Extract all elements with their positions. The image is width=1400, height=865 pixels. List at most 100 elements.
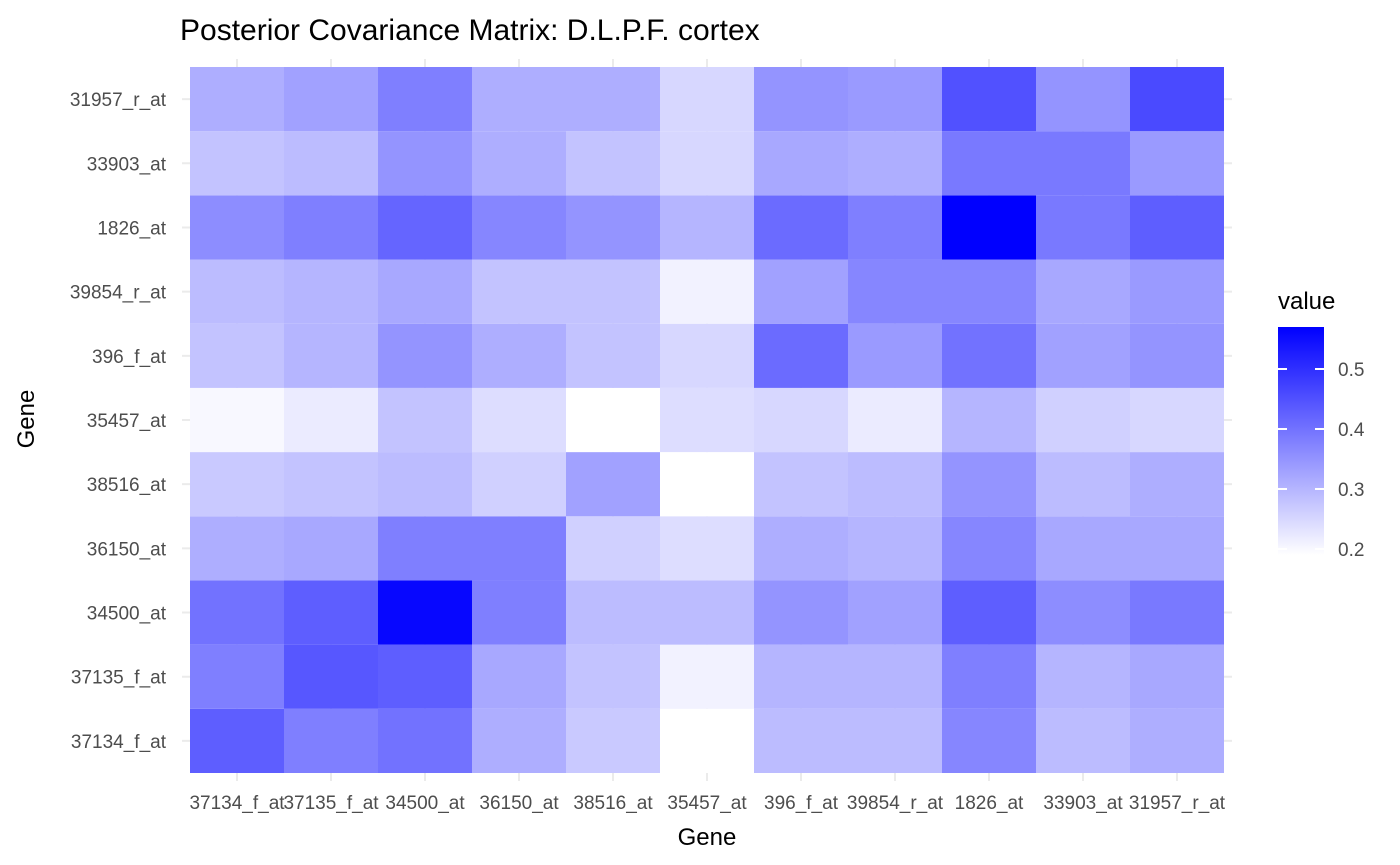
legend-tick-label: 0.3: [1338, 480, 1364, 501]
heatmap-cell: [660, 580, 754, 645]
heatmap-cell: [378, 452, 472, 517]
heatmap-cell: [848, 67, 942, 132]
heatmap-cell: [942, 67, 1036, 132]
legend-tick-label: 0.2: [1338, 540, 1364, 561]
heatmap-cell: [284, 259, 378, 324]
x-tick-label: 37135_f_at: [283, 793, 379, 814]
y-tick-label: 34500_at: [87, 604, 167, 625]
heatmap-cell: [754, 452, 848, 517]
heatmap-cell: [190, 708, 284, 773]
heatmap-cell: [566, 452, 660, 517]
heatmap-cell: [378, 516, 472, 581]
heatmap-cell: [190, 644, 284, 709]
heatmap-cell: [660, 323, 754, 388]
y-tick-label: 33903_at: [87, 154, 167, 175]
y-tick-label: 39854_r_at: [70, 283, 167, 304]
heatmap-cell: [1130, 259, 1224, 324]
heatmap-cell: [284, 516, 378, 581]
x-tick-label: 39854_r_at: [847, 793, 944, 814]
heatmap-cell: [472, 452, 566, 517]
heatmap-cell: [660, 644, 754, 709]
heatmap-cell: [378, 323, 472, 388]
heatmap-cell: [472, 323, 566, 388]
heatmap-cell: [566, 323, 660, 388]
heatmap-cell: [942, 516, 1036, 581]
heatmap-cell: [1036, 387, 1130, 453]
heatmap-cell: [1130, 131, 1224, 196]
heatmap-cell: [848, 708, 942, 773]
heatmap-cell: [660, 131, 754, 196]
heatmap-cell: [942, 580, 1036, 645]
y-axis-title: Gene: [13, 390, 40, 449]
x-tick-label: 34500_at: [385, 793, 465, 814]
heatmap-cell: [566, 131, 660, 196]
heatmap-cell: [848, 644, 942, 709]
heatmap-cell: [284, 644, 378, 709]
heatmap-cell: [1130, 323, 1224, 388]
heatmap-cell: [284, 387, 378, 453]
heatmap-cell: [190, 131, 284, 196]
heatmap-cell: [472, 195, 566, 260]
y-tick-label: 31957_r_at: [70, 90, 167, 111]
heatmap-cell: [378, 195, 472, 260]
x-tick-label: 33903_at: [1043, 793, 1123, 814]
heatmap-cell: [1036, 131, 1130, 196]
legend: value 0.2 0.3 0.4 0.5: [1278, 288, 1365, 561]
heatmap-cell: [1036, 644, 1130, 709]
heatmap-cell: [848, 131, 942, 196]
x-tick-label: 38516_at: [573, 793, 653, 814]
y-tick-label: 37134_f_at: [71, 732, 167, 753]
heatmap-cell: [1036, 195, 1130, 260]
heatmap-cell: [660, 708, 754, 773]
heatmap-cell: [472, 67, 566, 132]
x-axis-title: Gene: [678, 824, 737, 851]
x-tick-label: 1826_at: [955, 793, 1024, 814]
heatmap-cell: [378, 644, 472, 709]
heatmap-cell: [942, 708, 1036, 773]
heatmap-cell: [754, 708, 848, 773]
heatmap-cell: [472, 580, 566, 645]
heatmap-cell: [1036, 516, 1130, 581]
heatmap-cell: [1036, 452, 1130, 517]
heatmap-cell: [472, 644, 566, 709]
heatmap-cell: [754, 67, 848, 132]
heatmap-cell: [378, 67, 472, 132]
heatmap-cell: [378, 708, 472, 773]
heatmap-cell: [566, 387, 660, 453]
legend-tick-label: 0.5: [1338, 360, 1364, 381]
heatmap-cell: [284, 452, 378, 517]
y-axis-tick-labels: 37134_f_at 37135_f_at 34500_at 36150_at 3851…: [70, 90, 167, 753]
heatmap-cell: [660, 387, 754, 453]
heatmap-cell: [566, 708, 660, 773]
heatmap-cell: [942, 452, 1036, 517]
heatmap-cell: [848, 452, 942, 517]
heatmap-cells: [190, 67, 1224, 773]
heatmap-cell: [190, 323, 284, 388]
heatmap-cell: [1036, 580, 1130, 645]
heatmap-cell: [1130, 644, 1224, 709]
y-tick-label: 37135_f_at: [71, 668, 167, 689]
x-tick-label: 37134_f_at: [189, 793, 285, 814]
chart-title: Posterior Covariance Matrix: D.L.P.F. co…: [180, 14, 760, 47]
heatmap-cell: [942, 131, 1036, 196]
heatmap-cell: [754, 131, 848, 196]
heatmap-cell: [190, 387, 284, 453]
legend-title: value: [1278, 288, 1335, 315]
heatmap-cell: [660, 452, 754, 517]
x-tick-label: 31957_r_at: [1129, 793, 1226, 814]
heatmap-cell: [472, 259, 566, 324]
heatmap-cell: [472, 516, 566, 581]
heatmap-cell: [754, 644, 848, 709]
heatmap-cell: [848, 259, 942, 324]
heatmap-cell: [284, 708, 378, 773]
heatmap-cell: [1130, 67, 1224, 132]
heatmap-cell: [378, 131, 472, 196]
heatmap-cell: [566, 67, 660, 132]
heatmap-cell: [660, 195, 754, 260]
heatmap-cell: [848, 516, 942, 581]
heatmap-cell: [942, 259, 1036, 324]
heatmap-cell: [754, 323, 848, 388]
heatmap-cell: [1130, 516, 1224, 581]
heatmap-cell: [190, 452, 284, 517]
legend-colorbar: [1278, 327, 1324, 555]
